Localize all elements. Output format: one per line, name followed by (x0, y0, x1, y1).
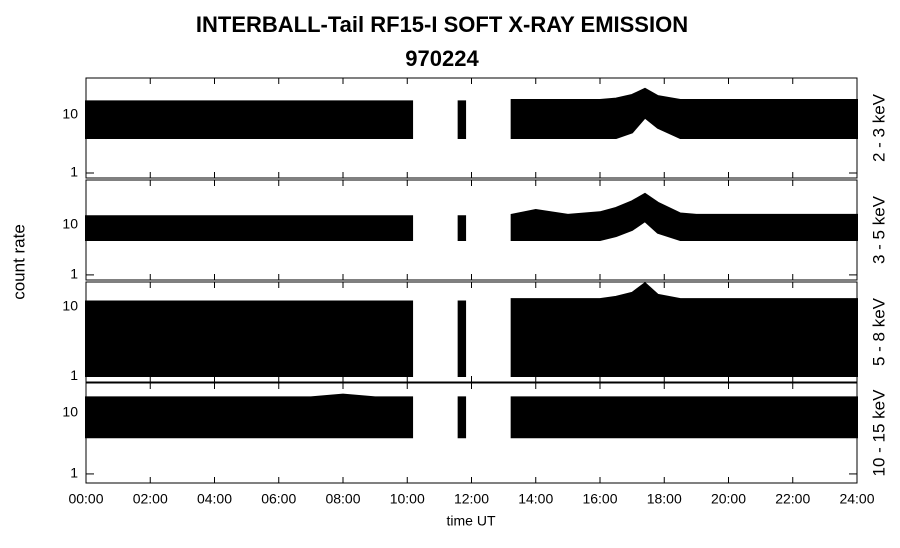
y-tick-label: 10 (62, 106, 78, 122)
x-tick-label: 12:00 (454, 491, 489, 507)
panel-label: 5 - 8 keV (869, 297, 888, 366)
x-tick-label: 00:00 (68, 491, 103, 507)
x-tick-label: 04:00 (197, 491, 232, 507)
x-tick-label: 18:00 (647, 491, 682, 507)
x-tick-label: 16:00 (582, 491, 617, 507)
x-axis-label: time UT (447, 513, 496, 529)
band (85, 393, 414, 439)
band (457, 396, 467, 439)
y-axis-label: count rate (9, 224, 28, 300)
band (510, 282, 858, 378)
band (510, 396, 858, 439)
x-tick-label: 06:00 (261, 491, 296, 507)
chart-subtitle: 970224 (405, 46, 479, 71)
y-tick-label: 1 (70, 465, 78, 481)
y-tick-label: 1 (70, 266, 78, 282)
x-tick-label: 02:00 (133, 491, 168, 507)
x-tick-label: 20:00 (711, 491, 746, 507)
chart-title: INTERBALL-Tail RF15-I SOFT X-RAY EMISSIO… (196, 12, 688, 37)
y-tick-label: 10 (62, 216, 78, 232)
panel-label: 2 - 3 keV (869, 93, 888, 162)
panel-label: 10 - 15 keV (869, 389, 888, 477)
x-tick-label: 10:00 (390, 491, 425, 507)
x-tick-label: 14:00 (518, 491, 553, 507)
panel-label: 3 - 5 keV (869, 195, 888, 264)
band (457, 100, 467, 139)
y-tick-label: 1 (70, 164, 78, 180)
band (510, 87, 858, 139)
x-tick-label: 08:00 (325, 491, 360, 507)
x-tick-label: 24:00 (839, 491, 874, 507)
band (457, 215, 467, 242)
y-tick-label: 10 (62, 298, 78, 314)
y-tick-label: 1 (70, 367, 78, 383)
y-tick-label: 10 (62, 404, 78, 420)
band (85, 215, 414, 242)
x-tick-label: 22:00 (775, 491, 810, 507)
band (510, 192, 858, 242)
band (85, 300, 414, 378)
band (457, 300, 467, 378)
band (85, 100, 414, 139)
